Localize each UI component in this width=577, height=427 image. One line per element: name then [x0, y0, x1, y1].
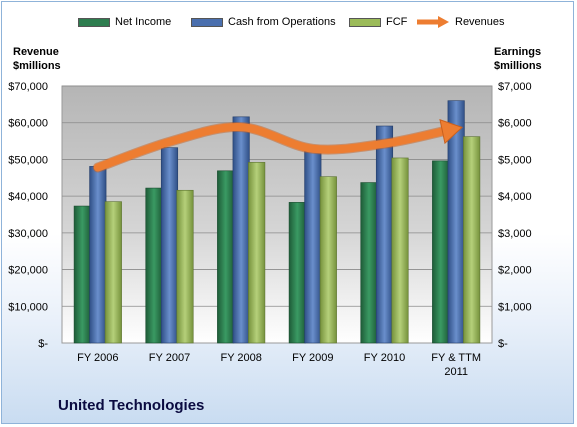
right-axis-title-line2: $millions — [494, 60, 542, 72]
legend-arrow-icon — [417, 16, 449, 28]
bar-cash-from-operations — [232, 116, 250, 344]
left-tick-label: $70,000 — [8, 81, 48, 93]
legend-item-net-income: Net Income — [78, 16, 171, 28]
left-axis-title-line2: $millions — [13, 60, 61, 72]
legend-item-fcf: FCF — [349, 16, 407, 28]
bar-cash-from-operations — [160, 147, 179, 344]
right-tick-label: $4,000 — [498, 191, 532, 203]
category-label: FY 2007 — [149, 352, 190, 364]
bar-fcf — [319, 176, 337, 344]
right-tick-label: $6,000 — [498, 118, 532, 130]
category-label: FY 2009 — [292, 352, 333, 364]
category-label: 2011 — [444, 366, 468, 378]
right-tick-label: $1,000 — [498, 301, 532, 313]
left-tick-label: $20,000 — [8, 265, 48, 277]
bar-fcf — [176, 189, 194, 344]
bar-net-income — [73, 205, 91, 344]
bar-net-income — [217, 170, 235, 344]
category-label: FY 2006 — [77, 352, 118, 364]
plot-area — [61, 85, 493, 344]
left-axis-title: Revenue $millions — [13, 45, 61, 73]
bar-cash-from-operations — [375, 125, 394, 344]
legend-label-revenues: Revenues — [455, 16, 505, 28]
bar-fcf — [248, 162, 266, 344]
right-tick-label: $5,000 — [498, 154, 532, 166]
left-tick-label: $60,000 — [8, 118, 48, 130]
gridlines — [62, 85, 492, 307]
left-tick-label: $- — [38, 338, 48, 350]
right-tick-label: $- — [498, 338, 508, 350]
bar-net-income — [360, 182, 378, 344]
left-tick-label: $10,000 — [8, 301, 48, 313]
legend-label-net-income: Net Income — [115, 16, 172, 28]
category-label: FY 2008 — [220, 352, 261, 364]
revenue-arrow-head — [439, 118, 463, 145]
legend-item-revenues: Revenues — [416, 16, 505, 28]
left-tick-label: $50,000 — [8, 154, 48, 166]
bars — [73, 100, 481, 344]
legend-label-fcf: FCF — [386, 16, 408, 28]
right-tick-label: $3,000 — [498, 228, 532, 240]
right-axis-title: Earnings $millions — [494, 45, 542, 73]
legend-label-cfo: Cash from Operations — [228, 16, 336, 28]
right-tick-label: $2,000 — [498, 265, 532, 277]
axis-ticks: $- $- $10,000 $1,000 $20,000 $2,000 $30,000 $3,… — [8, 81, 531, 378]
legend-swatch-fcf — [349, 17, 381, 27]
right-tick-label: $7,000 — [498, 81, 532, 93]
bar-fcf — [104, 201, 122, 344]
bar-fcf — [463, 136, 481, 344]
legend-swatch-net-income — [78, 17, 110, 27]
bar-cash-from-operations — [304, 145, 322, 344]
bar-net-income — [288, 202, 306, 344]
category-label: FY & TTM — [431, 352, 481, 364]
legend: Net Income Cash from Operations FCF Reve… — [0, 16, 577, 34]
bar-net-income — [145, 187, 163, 344]
plot-background — [61, 85, 493, 344]
bar-net-income — [432, 160, 450, 344]
left-tick-label: $40,000 — [8, 191, 48, 203]
legend-swatch-cfo — [191, 17, 223, 27]
left-tick-label: $30,000 — [8, 228, 48, 240]
legend-item-cfo: Cash from Operations — [191, 16, 336, 28]
revenue-line-path — [93, 123, 449, 172]
right-axis-title-line1: Earnings — [494, 46, 542, 58]
left-axis-title-line1: Revenue — [13, 46, 59, 58]
bar-fcf — [391, 157, 409, 344]
category-label: FY 2010 — [364, 352, 405, 364]
company-name: United Technologies — [58, 397, 205, 414]
revenue-line — [92, 118, 463, 173]
bar-cash-from-operations — [89, 166, 107, 344]
